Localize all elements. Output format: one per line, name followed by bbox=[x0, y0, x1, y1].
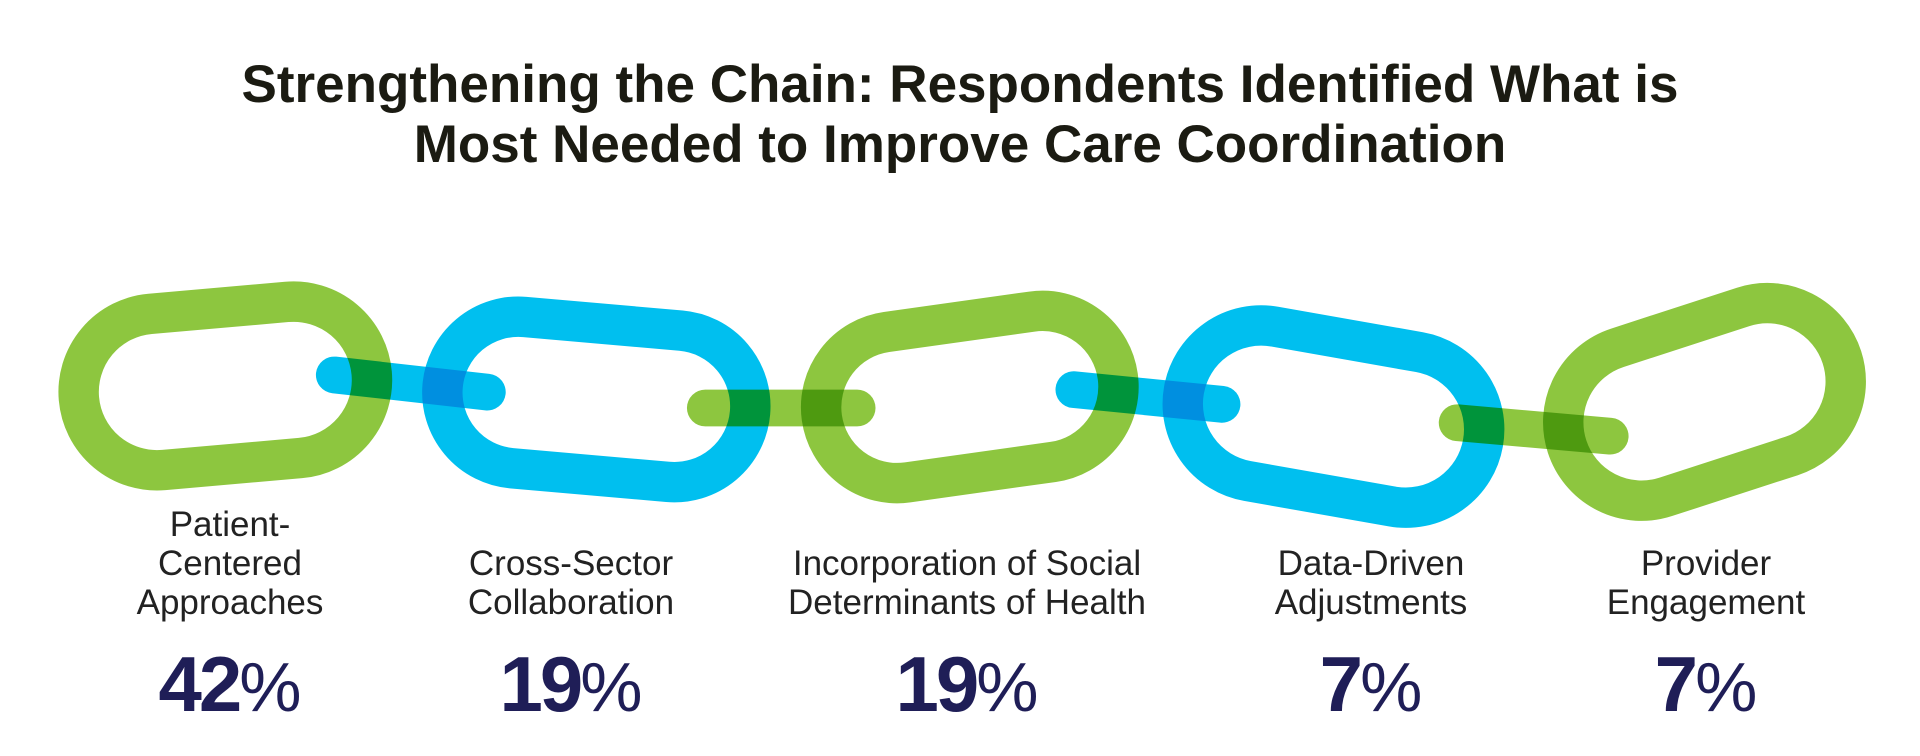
stat-value: 19% bbox=[351, 644, 791, 727]
value-number: 19 bbox=[499, 640, 583, 728]
stat-provider-engagement: Provider Engagement 7% bbox=[1486, 505, 1920, 727]
label-line: Determinants of Health bbox=[788, 583, 1146, 622]
percent-sign: % bbox=[976, 648, 1039, 726]
stat-value: 42% bbox=[10, 644, 450, 727]
label-line: Patient- bbox=[169, 505, 291, 544]
chain-link-5 bbox=[1543, 282, 1866, 521]
stat-patient-centered: Patient- Centered Approaches 42% bbox=[10, 505, 450, 727]
label-line: Centered bbox=[158, 544, 302, 583]
stat-value: 7% bbox=[1486, 644, 1920, 727]
percent-sign: % bbox=[580, 648, 643, 726]
label-line: Cross-Sector bbox=[468, 544, 674, 583]
stat-cross-sector: Cross-Sector Collaboration 19% bbox=[351, 505, 791, 727]
stat-label: Cross-Sector Collaboration bbox=[351, 505, 791, 622]
title-line-2: Most Needed to Improve Care Coordination bbox=[413, 115, 1507, 174]
connector-1 bbox=[315, 356, 506, 411]
percent-sign: % bbox=[1695, 648, 1758, 726]
label-line: Approaches bbox=[136, 583, 324, 622]
stat-label: Patient- Centered Approaches bbox=[10, 505, 450, 622]
connector-3 bbox=[1055, 371, 1241, 423]
stat-social-determinants: Incorporation of Social Determinants of … bbox=[747, 505, 1187, 727]
connector-4 bbox=[1438, 404, 1629, 455]
value-number: 19 bbox=[895, 640, 979, 728]
label-line: Collaboration bbox=[467, 583, 675, 622]
percent-sign: % bbox=[239, 648, 302, 726]
stat-label: Data-Driven Adjustments bbox=[1151, 505, 1591, 622]
title-line-1: Strengthening the Chain: Respondents Ide… bbox=[241, 55, 1679, 114]
label-line: Provider bbox=[1640, 544, 1772, 583]
value-number: 42 bbox=[158, 640, 242, 728]
label-line: Incorporation of Social bbox=[792, 544, 1142, 583]
value-number: 7 bbox=[1319, 640, 1363, 728]
label-line: Data-Driven bbox=[1277, 544, 1465, 583]
stat-value: 7% bbox=[1151, 644, 1591, 727]
percent-sign: % bbox=[1360, 648, 1423, 726]
value-number: 7 bbox=[1654, 640, 1698, 728]
stat-label: Provider Engagement bbox=[1486, 505, 1920, 622]
page-title: Strengthening the Chain: Respondents Ide… bbox=[0, 55, 1920, 175]
stat-label: Incorporation of Social Determinants of … bbox=[747, 505, 1187, 622]
label-line: Adjustments bbox=[1274, 583, 1468, 622]
label-line: Engagement bbox=[1606, 583, 1806, 622]
stat-value: 19% bbox=[747, 644, 1187, 727]
stat-data-driven: Data-Driven Adjustments 7% bbox=[1151, 505, 1591, 727]
